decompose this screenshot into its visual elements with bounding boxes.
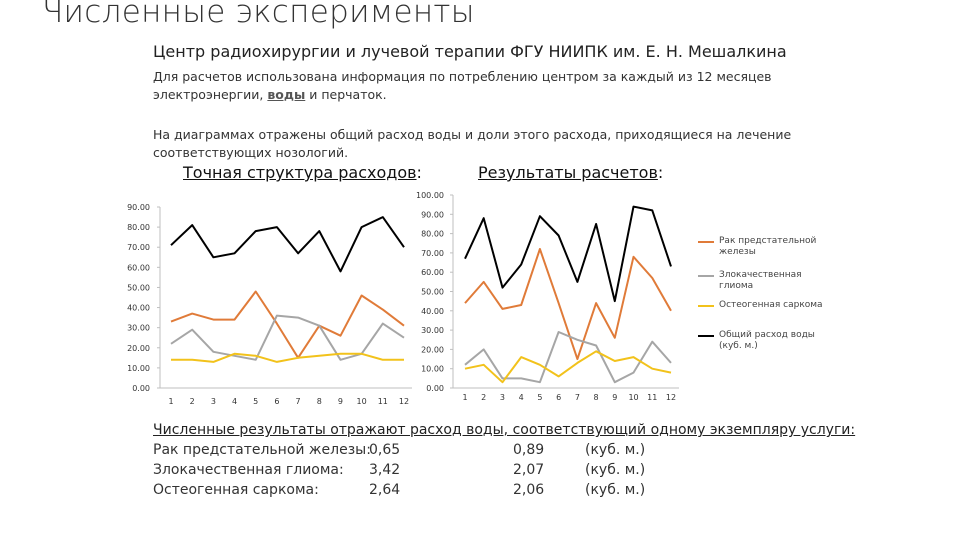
y-tick-label: 30.00 bbox=[127, 324, 150, 333]
result-value-exact: 0,65 bbox=[369, 442, 401, 458]
description-text: Для расчетов использована информация по … bbox=[153, 69, 772, 102]
y-tick-label: 100.00 bbox=[416, 191, 444, 200]
x-tick-label: 5 bbox=[253, 397, 258, 406]
result-unit: (куб. м.) bbox=[585, 442, 646, 458]
results-heading: Численные результаты отражают расход вод… bbox=[153, 422, 856, 438]
legend-swatch bbox=[698, 241, 714, 243]
left-chart-heading-colon: : bbox=[416, 163, 422, 182]
legend-label: Остеогенная саркома bbox=[719, 300, 823, 310]
highlight-water: воды bbox=[267, 87, 306, 102]
y-tick-label: 30.00 bbox=[421, 326, 444, 335]
result-value-exact: 2,64 bbox=[369, 482, 401, 498]
x-tick-label: 4 bbox=[232, 397, 237, 406]
description-text-end: и перчаток. bbox=[305, 87, 387, 102]
legend-label: Общий расход воды (куб. м.) bbox=[719, 330, 815, 351]
x-tick-label: 7 bbox=[575, 393, 580, 402]
result-value-computed: 2,07 bbox=[513, 462, 545, 478]
y-tick-label: 0.00 bbox=[132, 384, 150, 393]
x-tick-label: 5 bbox=[537, 393, 542, 402]
results-row: Остеогенная саркома: 2,64 2,06 (куб. м.) bbox=[153, 482, 673, 502]
series-line-2 bbox=[170, 314, 405, 361]
result-value-exact: 3,42 bbox=[369, 462, 401, 478]
right-chart-heading: Результаты расчетов: bbox=[478, 163, 663, 182]
y-tick-label: 60.00 bbox=[421, 268, 444, 277]
x-tick-label: 6 bbox=[274, 397, 279, 406]
x-tick-label: 8 bbox=[317, 397, 322, 406]
subtitle: Центр радиохирургии и лучевой терапии ФГ… bbox=[153, 42, 787, 61]
y-tick-label: 40.00 bbox=[127, 304, 150, 313]
x-tick-label: 3 bbox=[211, 397, 216, 406]
chart-2: 0.00 10.00 20.00 30.00 40.00 50.00 60.00 70.00 8… bbox=[416, 191, 679, 402]
results-row: Рак предстательной железы: 0,65 0,89 (куб. … bbox=[153, 442, 673, 462]
x-tick-label: 9 bbox=[338, 397, 343, 406]
y-tick-label: 10.00 bbox=[421, 365, 444, 374]
x-tick-label: 7 bbox=[296, 397, 301, 406]
x-tick-label: 2 bbox=[481, 393, 486, 402]
page-title: Численные эксперименты bbox=[42, 0, 475, 30]
result-label: Злокачественная глиома: bbox=[153, 462, 344, 478]
y-tick-label: 10.00 bbox=[127, 364, 150, 373]
series-line-3 bbox=[171, 352, 404, 363]
y-tick-label: 0.00 bbox=[426, 384, 444, 393]
x-tick-label: 10 bbox=[628, 393, 638, 402]
result-unit: (куб. м.) bbox=[585, 482, 646, 498]
legend-swatch bbox=[698, 335, 714, 337]
result-value-computed: 2,06 bbox=[513, 482, 545, 498]
x-tick-label: 3 bbox=[500, 393, 505, 402]
legend-swatch bbox=[698, 275, 714, 277]
left-chart-heading-text: Точная структура расходов bbox=[183, 163, 417, 182]
legend-swatch bbox=[698, 305, 714, 307]
x-tick-label: 6 bbox=[556, 393, 561, 402]
description-paragraph-2: На диаграммах отражены общий расход воды… bbox=[153, 127, 792, 160]
x-tick-label: 4 bbox=[519, 393, 524, 402]
y-tick-label: 40.00 bbox=[421, 307, 444, 316]
y-tick-label: 80.00 bbox=[127, 223, 150, 232]
y-tick-label: 50.00 bbox=[421, 288, 444, 297]
x-tick-label: 11 bbox=[647, 393, 657, 402]
x-tick-label: 1 bbox=[462, 393, 467, 402]
x-tick-label: 9 bbox=[612, 393, 617, 402]
y-tick-label: 70.00 bbox=[421, 249, 444, 258]
y-tick-label: 60.00 bbox=[127, 263, 150, 272]
right-chart-heading-text: Результаты расчетов bbox=[478, 163, 658, 182]
y-tick-label: 50.00 bbox=[127, 283, 150, 292]
series-line-4 bbox=[170, 216, 405, 273]
x-tick-label: 12 bbox=[666, 393, 676, 402]
x-tick-label: 1 bbox=[168, 397, 173, 406]
y-tick-label: 80.00 bbox=[421, 230, 444, 239]
y-tick-label: 90.00 bbox=[421, 210, 444, 219]
y-tick-label: 20.00 bbox=[421, 345, 444, 354]
y-tick-label: 90.00 bbox=[127, 203, 150, 212]
result-value-computed: 0,89 bbox=[513, 442, 545, 458]
chart-1: 0.00 10.00 20.00 30.00 40.00 50.00 60.00 70.00 8… bbox=[127, 203, 412, 406]
x-tick-label: 11 bbox=[378, 397, 388, 406]
series-line-1 bbox=[464, 248, 672, 361]
result-label: Рак предстательной железы: bbox=[153, 442, 371, 458]
series-line-2 bbox=[464, 331, 672, 384]
legend-label: Злокачественная глиома bbox=[719, 270, 802, 291]
left-chart-heading: Точная структура расходов: bbox=[183, 163, 422, 182]
x-tick-label: 8 bbox=[594, 393, 599, 402]
series-line-1 bbox=[170, 290, 405, 359]
x-tick-label: 12 bbox=[399, 397, 409, 406]
series-line-4 bbox=[464, 205, 672, 303]
y-tick-label: 20.00 bbox=[127, 344, 150, 353]
results-row: Злокачественная глиома: 3,42 2,07 (куб. м.) bbox=[153, 462, 673, 482]
result-label: Остеогенная саркома: bbox=[153, 482, 319, 498]
x-tick-label: 2 bbox=[190, 397, 195, 406]
result-unit: (куб. м.) bbox=[585, 462, 646, 478]
description-paragraph-1: Для расчетов использована информация по … bbox=[153, 68, 833, 104]
y-tick-label: 70.00 bbox=[127, 243, 150, 252]
right-chart-heading-colon: : bbox=[657, 163, 664, 182]
series-line-3 bbox=[464, 350, 672, 384]
legend-label: Рак предстательной железы bbox=[719, 236, 817, 257]
x-tick-label: 10 bbox=[357, 397, 367, 406]
